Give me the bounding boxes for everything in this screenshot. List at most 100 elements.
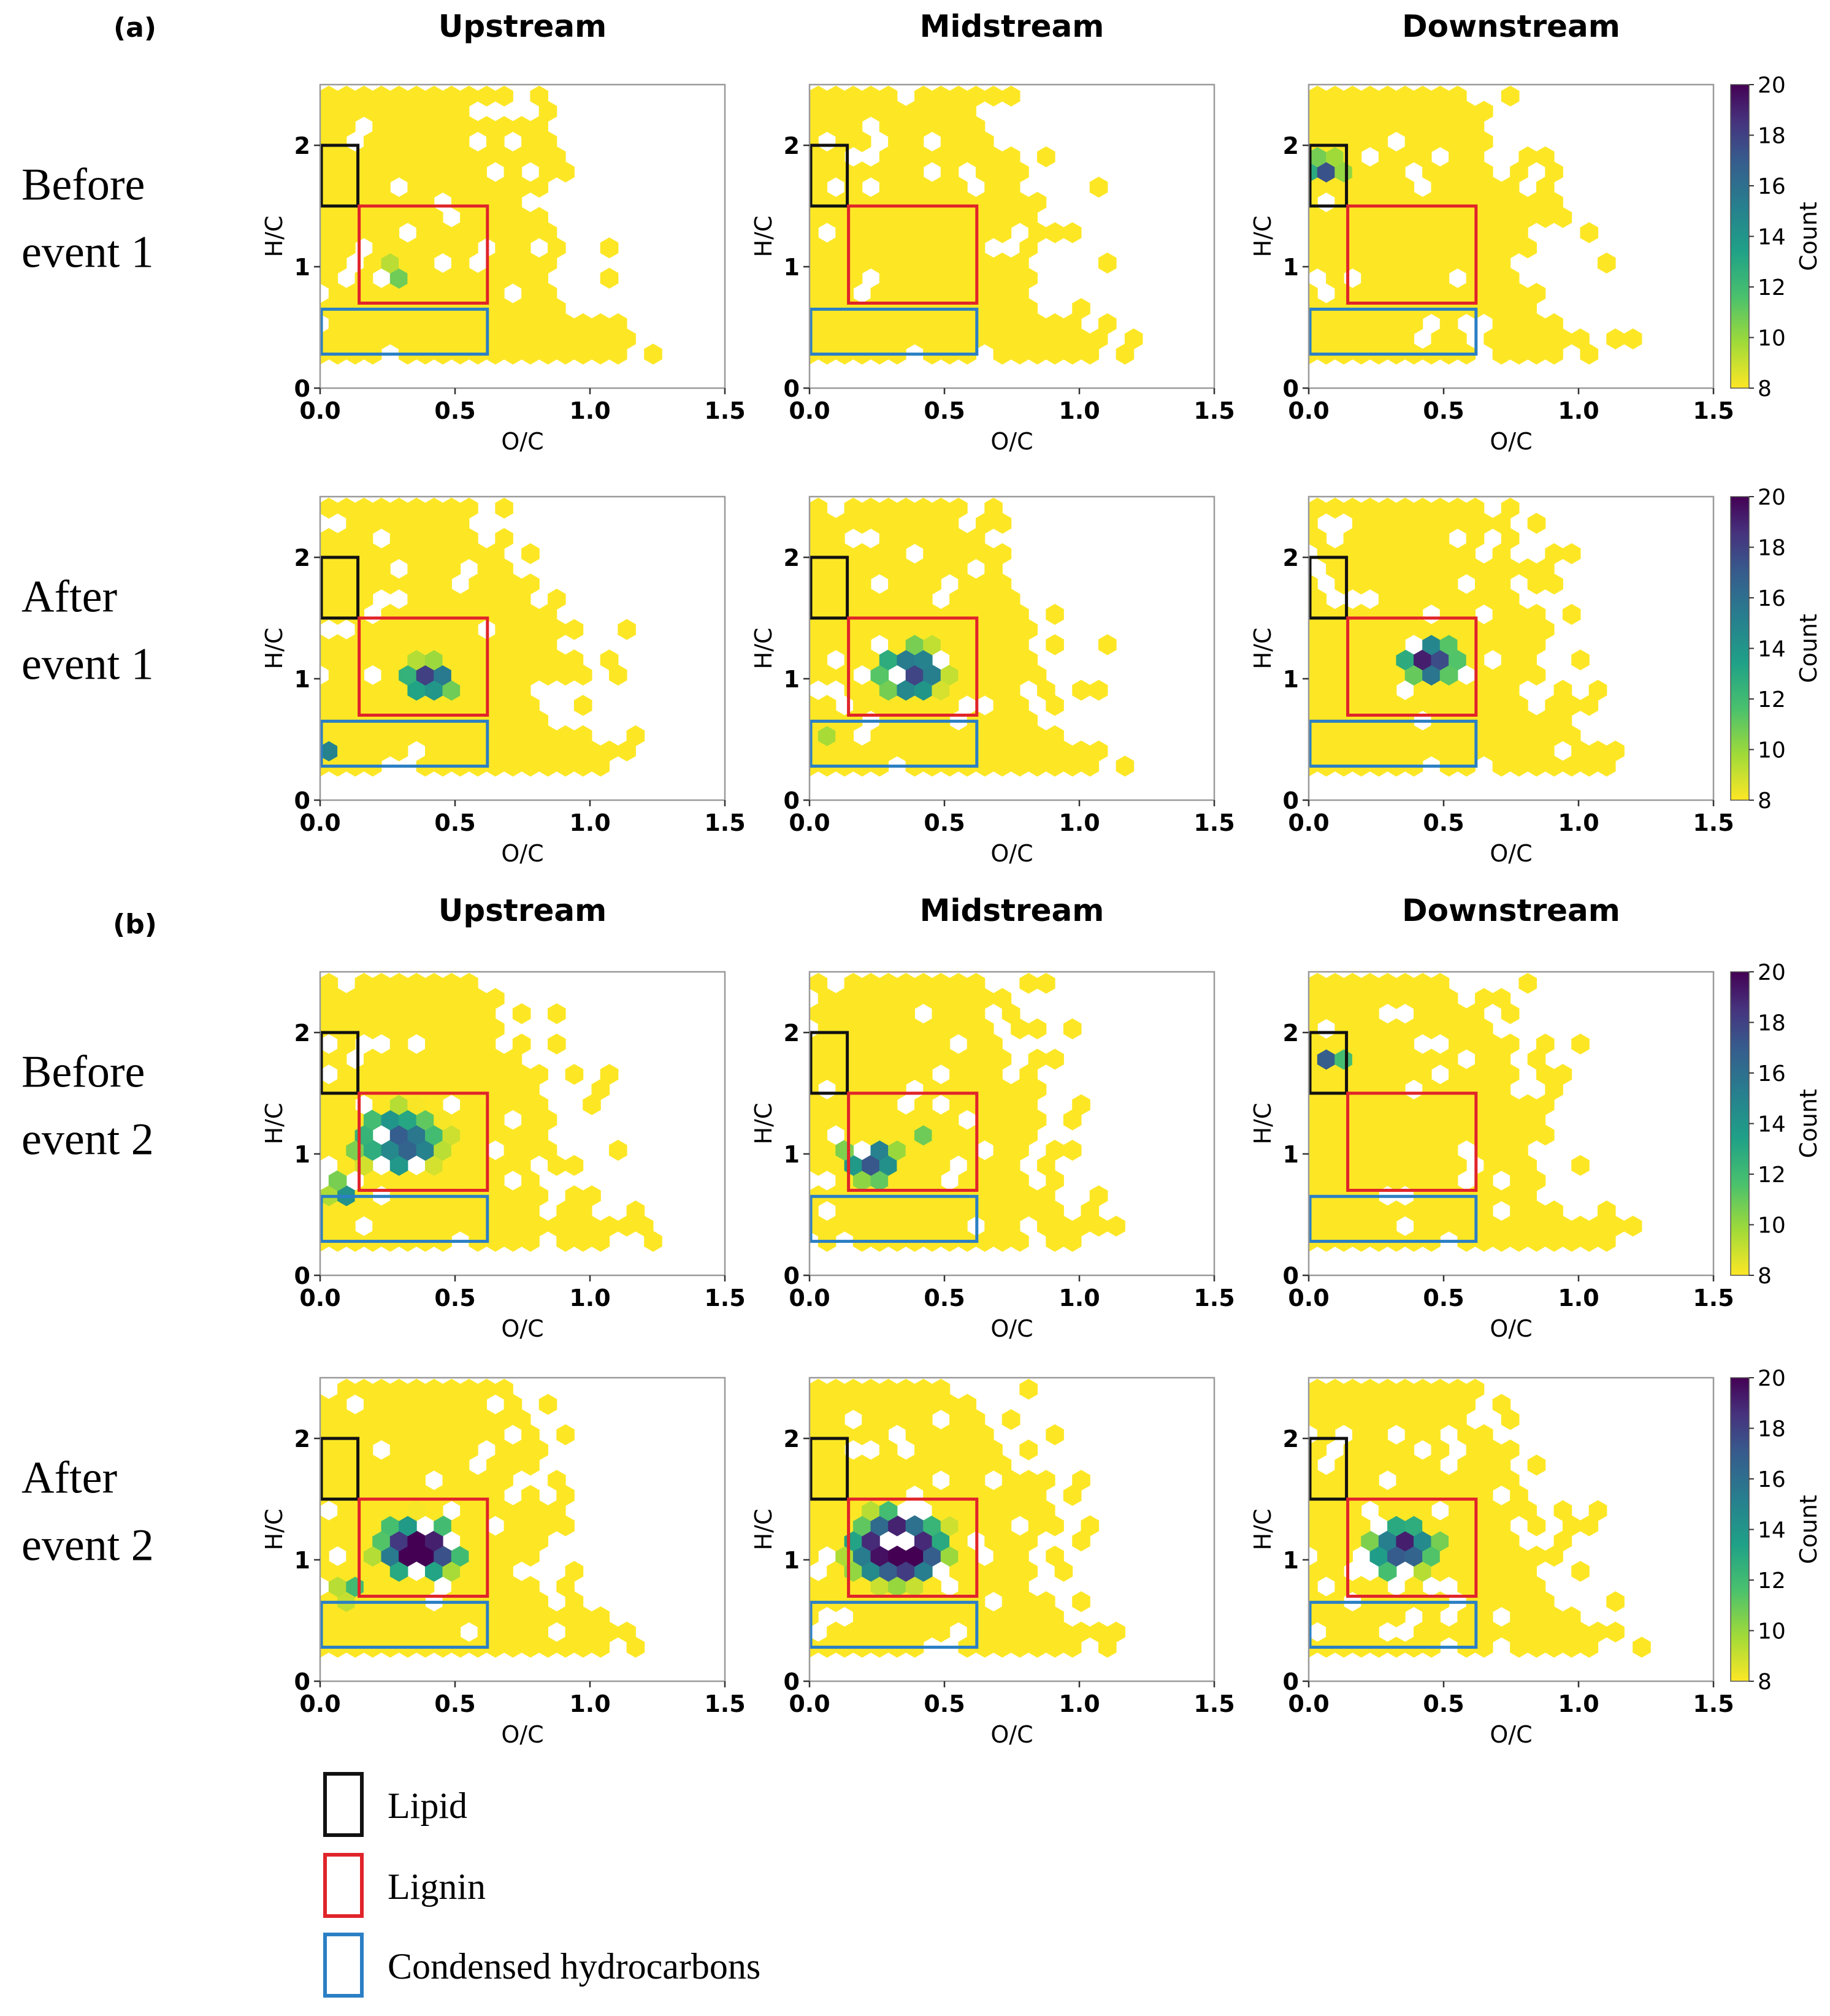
hexbin-cell (495, 1378, 513, 1400)
hexbin-cell (817, 1576, 837, 1597)
hexbin-cell (1326, 1621, 1344, 1643)
hexbin-cell (609, 1139, 627, 1161)
hexbin-cell (381, 695, 400, 716)
hexbin-cell (1326, 267, 1344, 289)
hexbin-cell (870, 1545, 889, 1567)
region-box-lignin (1346, 204, 1478, 305)
x-axis-label: O/C (501, 1315, 543, 1342)
hexbin-cell (1431, 972, 1450, 994)
hexbin-cell (530, 177, 548, 198)
hexbin-cell (1492, 1139, 1511, 1161)
hexbin-cell (320, 1394, 329, 1415)
hexbin-cell (870, 222, 889, 243)
region-box-lignin (847, 204, 979, 305)
hexbin-cell (1063, 313, 1082, 335)
hexbin-cell (852, 222, 871, 243)
hexbin-cell (984, 1439, 1003, 1460)
hexbin-cell (1361, 649, 1379, 671)
hexbin-cell (1352, 161, 1371, 183)
hexbin-cell (512, 589, 531, 610)
hexbin-cell (399, 1606, 417, 1628)
hexbin-cell (923, 101, 941, 122)
hexbin-cell (1414, 497, 1432, 519)
hexbin-cell (1431, 116, 1450, 137)
hexbin-cell (914, 237, 933, 259)
hexbin-cell (1536, 207, 1555, 228)
hexbin-cell (1536, 1094, 1555, 1115)
hexbin-cell (1562, 1515, 1581, 1537)
hexbin-cell (1501, 1439, 1520, 1460)
hexbin-cell (434, 988, 452, 1009)
hexbin-cell (1457, 1424, 1476, 1446)
hexbin-cell (1063, 1231, 1082, 1252)
hexbin-cell (1449, 1215, 1467, 1237)
hexbin-cell (495, 1185, 513, 1207)
hexbin-cell (530, 1439, 548, 1460)
hexbin-cell (1492, 543, 1511, 565)
x-tick-label: 0.5 (924, 1690, 965, 1717)
hexbin-cell (1011, 1636, 1029, 1658)
hexbin-cell (320, 988, 329, 1009)
hexbin-cell (976, 725, 994, 747)
hexbin-cell (1536, 1591, 1555, 1613)
hexbin-cell (1001, 589, 1020, 610)
hexbin-cell (1089, 679, 1108, 701)
hexbin-cell (914, 1064, 933, 1085)
hexbin-cell (486, 1606, 505, 1628)
x-axis-label: O/C (1490, 428, 1532, 455)
hexbin-cell (495, 1591, 513, 1613)
hexbin-cell (852, 1424, 871, 1446)
hexbin-cell (565, 1215, 584, 1237)
hexbin-cell (810, 1003, 828, 1025)
hexbin-cell (407, 1003, 426, 1025)
hexbin-cell (573, 1231, 592, 1252)
hexbin-cell (1334, 543, 1353, 565)
hexbin-cell (1011, 1018, 1029, 1040)
hexbin-cell (442, 1621, 461, 1643)
hexbin-cell (363, 634, 382, 655)
hexbin-cell (1352, 573, 1371, 595)
hexbin-cell (346, 988, 364, 1009)
hexbin-cell (1439, 252, 1458, 274)
hexbin-cell (870, 1109, 889, 1131)
region-box-lignin (847, 616, 979, 717)
y-tick-label: 0 (784, 375, 800, 402)
hexbin-cell (1369, 1606, 1388, 1628)
hexbin-cell (556, 755, 575, 777)
hexbin-cell (512, 1439, 531, 1460)
hexbin-cell (1396, 1470, 1414, 1491)
hexbin-cell (1334, 1606, 1353, 1628)
colorbar-tick-label: 18 (1758, 536, 1786, 561)
x-tick-label: 1.0 (1059, 397, 1100, 424)
hexbin-cell (914, 177, 933, 198)
hexbin-cell (399, 1515, 417, 1537)
hexbin-cell (346, 161, 364, 183)
hexbin-cell (591, 313, 610, 335)
hexbin-cell (1449, 497, 1467, 519)
y-tick-label: 0 (1283, 375, 1299, 402)
hexbin-cell (949, 1470, 968, 1491)
hexbin-cell (1414, 1621, 1432, 1643)
hexbin-cell (512, 1591, 531, 1613)
hexbin-cell (879, 116, 898, 137)
hexbin-cell (1404, 1515, 1423, 1537)
hexbin-cell (469, 1576, 487, 1597)
hexbin-cell (1527, 1606, 1546, 1628)
hexbin-cell (1457, 543, 1476, 565)
hexbin-cell (1352, 664, 1371, 686)
hexbin-cell (1063, 1636, 1082, 1658)
hexbin-cell (1352, 1606, 1371, 1628)
hexbin-cell (1492, 1048, 1511, 1070)
hexbin-cell (460, 1470, 478, 1491)
hexbin-cell (1309, 497, 1327, 519)
region-box-lipid (809, 1031, 849, 1095)
hexbin-cell (460, 679, 478, 701)
hexbin-cell (495, 328, 513, 349)
hexbin-cell (495, 207, 513, 228)
hexbin-cell (879, 207, 898, 228)
hexbin-cell (1527, 343, 1546, 365)
hexbin-cell (381, 131, 400, 153)
hexbin-cell (1072, 1470, 1090, 1491)
hexbin-cell (486, 1170, 505, 1191)
hexbin-cell (1352, 695, 1371, 716)
